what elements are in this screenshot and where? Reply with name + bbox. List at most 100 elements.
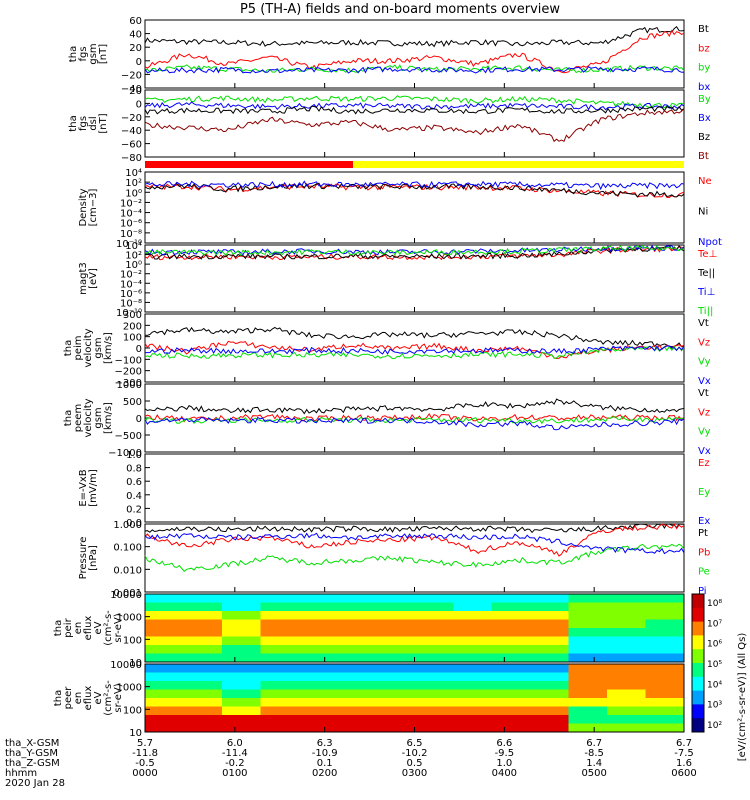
panel-frame xyxy=(144,313,685,383)
y-tick-label: 10⁰ xyxy=(125,260,142,271)
heatmap-cell xyxy=(414,602,454,612)
y-axis-label-line: E=-VxB xyxy=(78,469,89,506)
heatmap-cell xyxy=(491,715,531,724)
series-line-Vx xyxy=(145,345,685,355)
y-axis-label-line: velocity xyxy=(83,328,94,367)
orbit-value: -10.2 xyxy=(402,748,428,759)
heatmap-cell xyxy=(337,664,377,673)
heatmap-cell xyxy=(222,619,261,629)
heatmap-cell xyxy=(453,689,492,699)
panel-1: 20 0 −20 −40 −60 −80 tha fgs dsl [nT] By Bx Bz Bt xyxy=(68,86,711,164)
y-tick-label: 10000 xyxy=(110,660,142,671)
heatmap-cell xyxy=(491,594,531,603)
series-line-bz xyxy=(144,29,685,74)
heatmap-cell xyxy=(260,611,300,620)
colorbar-segment xyxy=(692,649,704,664)
heatmap-cell xyxy=(222,664,261,673)
heatmap-cell xyxy=(568,672,608,682)
heatmap-cell xyxy=(645,645,685,654)
heatmap-cell xyxy=(260,664,300,673)
heatmap-cell xyxy=(145,653,184,663)
heatmap-cell xyxy=(376,636,415,646)
heatmap-cell xyxy=(530,636,569,646)
orbit-value: 6.6 xyxy=(496,738,512,749)
legend-Ne: Ne xyxy=(698,176,712,187)
heatmap-cell xyxy=(568,689,608,699)
heatmap-cell xyxy=(645,653,685,663)
y-axis-label-line: [km/s] xyxy=(103,402,114,434)
y-axis-label-line: peem xyxy=(73,404,84,432)
legend-Ex: Ex xyxy=(698,516,710,527)
heatmap-cell xyxy=(376,653,415,663)
heatmap-cell xyxy=(607,645,646,654)
y-axis-label-line: eflux xyxy=(83,616,94,641)
heatmap-cell xyxy=(145,619,184,629)
orbit-value: 0500 xyxy=(581,768,606,779)
heatmap-cell xyxy=(645,706,685,716)
y-axis-label-line: tha xyxy=(53,690,64,706)
legend-Ti⊥: Ti⊥ xyxy=(697,287,715,298)
heatmap-cell xyxy=(376,706,415,716)
heatmap-cell xyxy=(414,619,454,629)
heatmap-cell xyxy=(530,611,569,620)
y-axis-label-line: tha xyxy=(68,115,79,131)
series-line-Ni xyxy=(144,182,685,198)
orbit-value: -9.5 xyxy=(495,748,515,759)
heatmap-cell xyxy=(183,628,223,637)
y-axis-label: E=-VxB [mV/m] xyxy=(78,469,99,507)
y-tick-label: 1000 xyxy=(117,380,142,391)
heatmap-cell xyxy=(299,602,338,612)
y-tick-label: 10⁻² xyxy=(120,198,142,209)
series-line-Pb xyxy=(144,523,685,557)
heatmap-cell xyxy=(568,636,608,646)
y-axis-label-line: tha xyxy=(53,620,64,636)
heatmap-cell xyxy=(376,681,415,690)
heatmap-cell xyxy=(607,698,646,707)
heatmap-cell xyxy=(299,715,338,724)
heatmap-cell xyxy=(607,681,646,690)
orbit-value: -0.5 xyxy=(135,758,155,769)
heatmap-cell xyxy=(145,611,184,620)
y-tick-label: 10² xyxy=(125,251,142,262)
heatmap-cell xyxy=(645,698,685,707)
heatmap-cell xyxy=(337,645,377,654)
heatmap-cell xyxy=(183,653,223,663)
legend-Vy: Vy xyxy=(698,427,711,438)
series-line-Vz xyxy=(144,412,685,423)
heatmap-cell xyxy=(414,611,454,620)
y-tick-label: 200 xyxy=(123,321,142,332)
legend-Pe: Pe xyxy=(698,567,710,578)
y-tick-label: 300 xyxy=(123,310,142,321)
heatmap-cell xyxy=(453,645,492,654)
y-tick-label: 0.001 xyxy=(113,588,142,599)
legend-Bx: Bx xyxy=(698,113,711,124)
heatmap-cell xyxy=(222,645,261,654)
colorbar-segment xyxy=(692,594,704,609)
heatmap-cell xyxy=(530,715,569,724)
heatmap-cell xyxy=(414,594,454,603)
legend-Bz: Bz xyxy=(698,132,710,143)
y-axis-label-line: [nT] xyxy=(98,44,109,64)
heatmap-cell xyxy=(260,628,300,637)
heatmap-cell xyxy=(568,645,608,654)
heatmap-cell xyxy=(145,594,184,603)
heatmap-cell xyxy=(299,698,338,707)
heatmap-cell xyxy=(145,636,184,646)
y-tick-label: 0.2 xyxy=(126,504,142,515)
heatmap-cell xyxy=(260,619,300,629)
y-tick-label: −60 xyxy=(121,140,142,151)
heatmap-cell xyxy=(645,672,685,682)
heatmap-cell xyxy=(645,636,685,646)
y-axis-label-line: (cm²-s- xyxy=(103,610,114,646)
heatmap-cell xyxy=(145,664,184,673)
heatmap-cell xyxy=(530,602,569,612)
orbit-value: 6.3 xyxy=(317,738,333,749)
series-line-Bz xyxy=(144,105,685,115)
series-line-Vy xyxy=(144,345,685,360)
heatmap-cell xyxy=(645,689,685,699)
panel-8: 10000 1000 100 10 tha peir en eflux eV (cm²-s-sr-… xyxy=(53,590,685,669)
heatmap-cell xyxy=(645,628,685,637)
y-tick-label: 10⁰ xyxy=(125,188,142,199)
series-line-Bt xyxy=(144,25,685,48)
